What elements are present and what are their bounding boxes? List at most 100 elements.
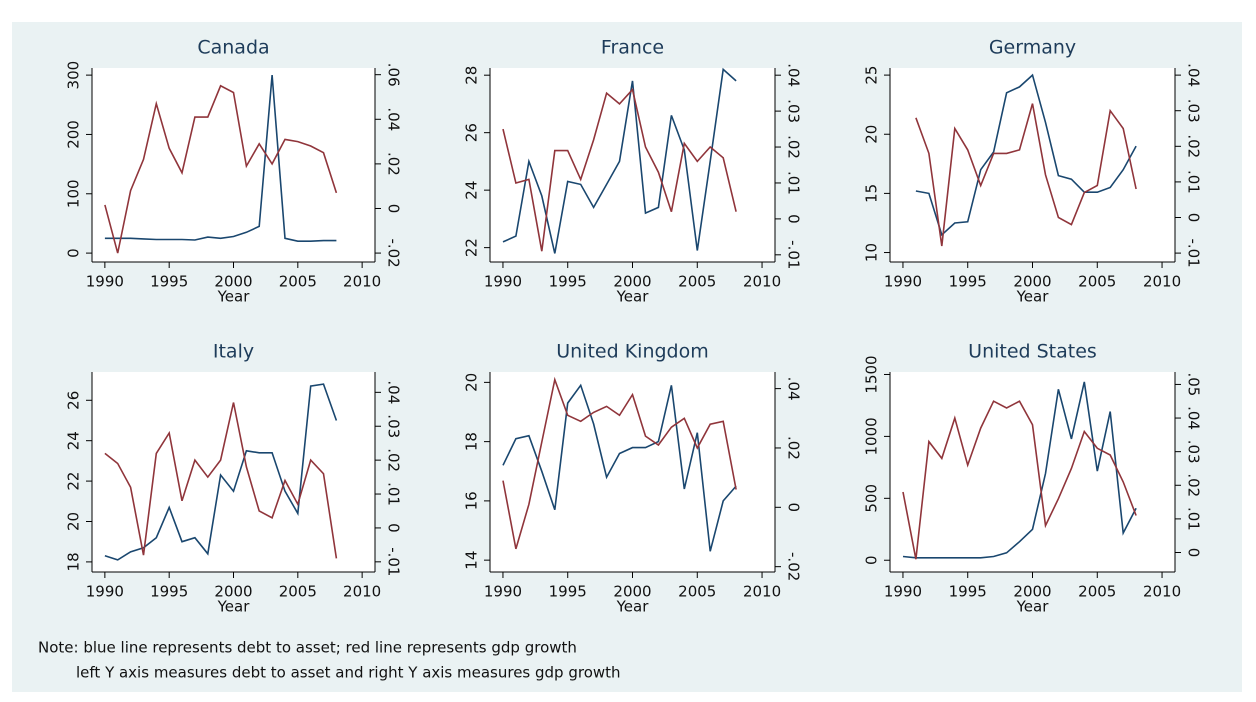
y-tick-label: -.01 [1185,238,1203,267]
x-tick-label: 1990 [86,583,124,601]
x-tick-label: 1990 [86,273,124,291]
y-tick-label: 300 [65,61,83,90]
x-axis-label: Year [217,598,251,616]
y-tick-label: .02 [385,448,403,472]
series-line [502,67,737,254]
plot-area [490,68,775,262]
x-tick-label: 1990 [484,273,522,291]
y-tick-label: 28 [463,66,481,85]
y-tick-label: .02 [1185,134,1203,158]
y-tick-label: -.01 [785,240,803,269]
x-tick-label: 2000 [613,583,651,601]
y-tick-label: .03 [1185,99,1203,123]
y-tick-label: 10 [863,243,881,262]
x-tick-label: 2010 [343,583,381,601]
x-axis-label: Year [1016,288,1050,306]
x-axis-label: Year [616,288,650,306]
y-tick-label: .03 [1185,440,1203,464]
x-tick-label: 1995 [549,273,587,291]
x-tick-label: 1995 [949,583,987,601]
series-line [104,84,338,254]
y-tick-label: .04 [385,380,403,404]
x-tick-label: 2000 [214,583,252,601]
x-axis-label: Year [217,288,251,306]
y-tick-label: 0 [785,214,803,224]
y-tick-label: .04 [785,377,803,401]
y-tick-label: .04 [785,63,803,87]
x-tick-label: 2005 [279,583,317,601]
x-tick-label: 1990 [884,583,922,601]
x-tick-label: 2000 [1013,583,1051,601]
y-tick-label: .04 [1185,63,1203,87]
y-tick-label: 18 [65,552,83,571]
y-tick-label: 100 [65,179,83,208]
note-line: Note: blue line represents debt to asset… [38,639,577,657]
y-tick-label: 26 [463,123,481,142]
x-tick-label: 1990 [484,583,522,601]
panel-title: United States [968,341,1097,363]
y-tick-label: 0 [385,523,403,533]
plot-area [890,68,1175,262]
y-tick-label: 14 [463,551,481,570]
y-tick-label: 20 [463,373,481,392]
x-tick-label: 2005 [678,583,716,601]
panel-title: Germany [989,37,1076,59]
y-tick-label: 1500 [863,355,881,393]
y-tick-label: -.01 [385,547,403,576]
y-tick-label: .02 [785,436,803,460]
series-line [915,73,1137,237]
series-line [502,87,737,252]
x-tick-label: 2010 [343,273,381,291]
y-tick-label: 0 [385,204,403,214]
y-tick-label: .04 [385,107,403,131]
x-tick-label: 2005 [1078,583,1116,601]
x-tick-label: 1995 [150,273,188,291]
note-line: left Y axis measures debt to asset and r… [76,664,621,682]
y-tick-label: .03 [385,414,403,438]
x-tick-label: 2010 [743,273,781,291]
plot-area [490,372,775,572]
y-tick-label: -.02 [785,552,803,581]
y-tick-label: .02 [1185,473,1203,497]
x-tick-label: 1995 [150,583,188,601]
series-line [104,75,337,242]
series-line [104,402,338,559]
y-tick-label: 0 [65,248,83,258]
series-line [902,400,1137,560]
y-tick-label: 16 [463,491,481,510]
x-axis-label: Year [616,598,650,616]
panel-title: United Kingdom [556,341,709,363]
y-tick-label: .02 [785,135,803,159]
x-tick-label: 2010 [1143,273,1181,291]
y-tick-label: 18 [463,432,481,451]
y-tick-label: 25 [863,66,881,85]
x-tick-label: 2005 [279,273,317,291]
y-tick-label: .03 [785,99,803,123]
y-tick-label: .01 [785,171,803,195]
x-axis-label: Year [1016,598,1050,616]
y-tick-label: 200 [65,120,83,149]
plot-area [92,372,375,572]
y-tick-label: -.02 [385,238,403,267]
y-tick-label: .01 [385,482,403,506]
y-tick-label: .05 [1185,373,1203,397]
y-tick-label: 20 [863,125,881,144]
x-tick-label: 2000 [1013,273,1051,291]
y-tick-label: 500 [863,484,881,513]
y-tick-label: 22 [463,238,481,257]
panel-title: France [601,37,664,59]
y-tick-label: .01 [1185,507,1203,531]
y-tick-label: .02 [385,152,403,176]
y-tick-label: 24 [65,431,83,450]
x-tick-label: 1995 [549,583,587,601]
y-tick-label: 0 [1185,548,1203,558]
y-tick-label: .01 [1185,170,1203,194]
x-tick-label: 1995 [949,273,987,291]
series-line [502,376,737,550]
panel-title: Canada [197,37,269,59]
y-tick-label: 1000 [863,417,881,455]
y-tick-label: 24 [463,181,481,200]
x-tick-label: 2005 [1078,273,1116,291]
y-tick-label: 0 [863,555,881,565]
